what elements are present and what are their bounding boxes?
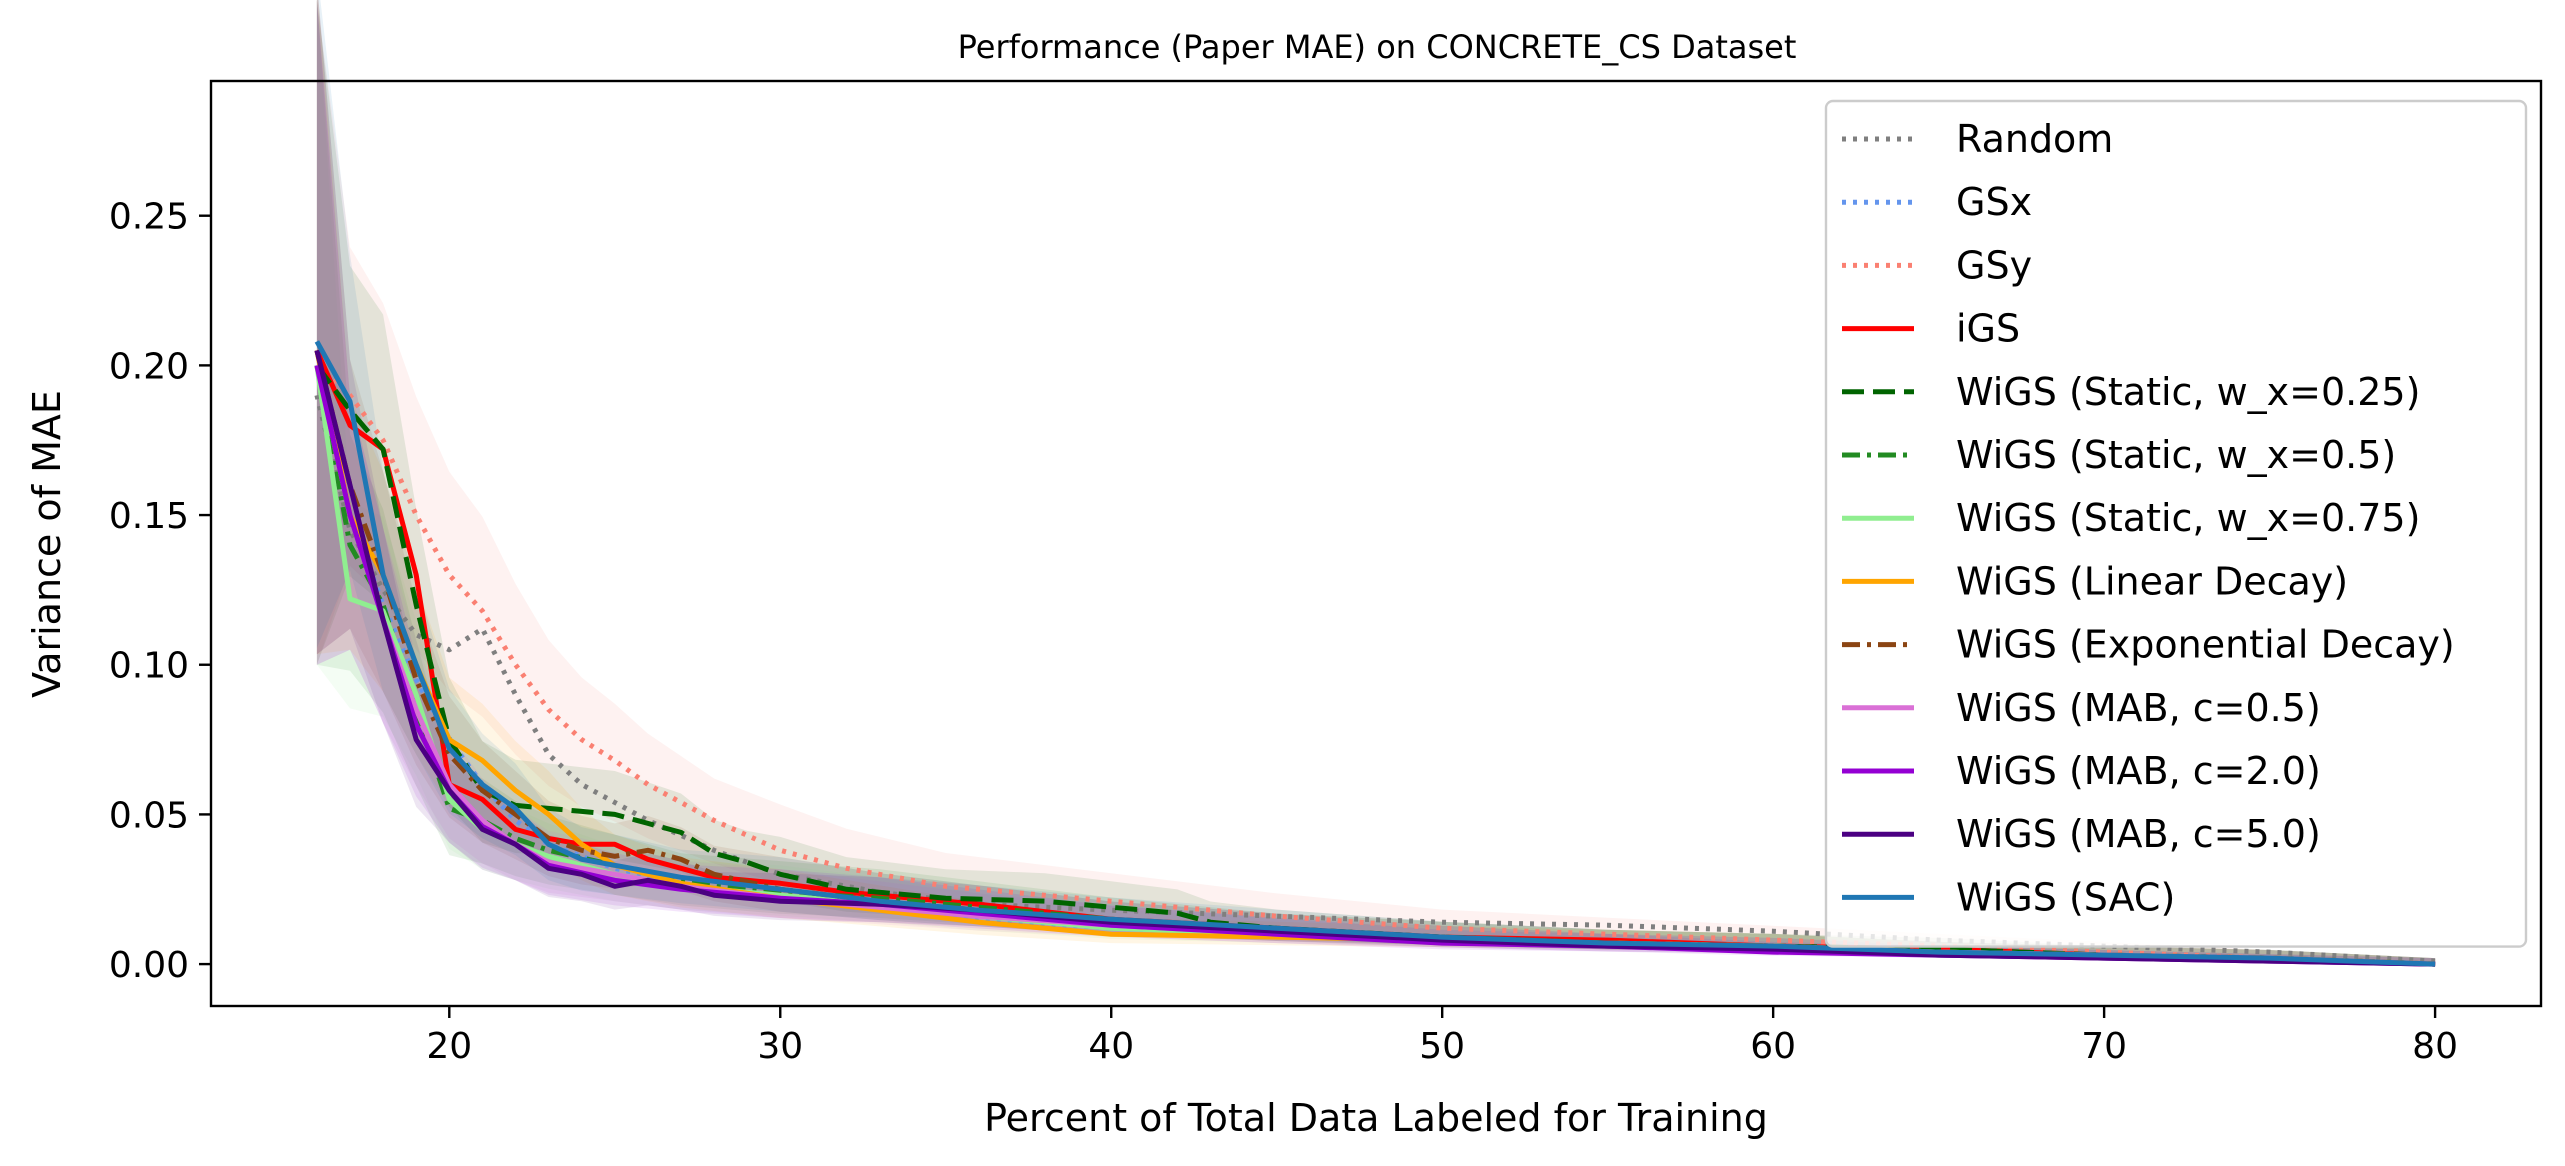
- band-wigs-mab-c-0-5: [316, 0, 2436, 965]
- line-wigs-sac: [314, 340, 2436, 967]
- band-wigs-static-w-x-0-5: [316, 0, 2436, 965]
- legend-label-igs: iGS: [1956, 307, 2020, 351]
- y-tick-label: 0.05: [109, 795, 189, 836]
- legend-label-wigs-mab-c-0-5: WiGS (MAB, c=0.5): [1956, 686, 2321, 730]
- y-axis: 0.00 0.05 0.10 0.15 0.20 0.25: [109, 197, 211, 986]
- legend-label-wigs-static-w-x-0-75: WiGS (Static, w_x=0.75): [1956, 496, 2420, 540]
- chart-title: Performance (Paper MAE) on CONCRETE_CS D…: [958, 28, 1797, 66]
- legend-label-wigs-exponential-decay: WiGS (Exponential Decay): [1956, 623, 2455, 667]
- legend-label-wigs-linear-decay: WiGS (Linear Decay): [1956, 559, 2348, 603]
- band-wigs-static-w-x-0-75: [316, 0, 2436, 965]
- legend-label-gsx: GSx: [1956, 180, 2032, 224]
- band-wigs-mab-c-2-0: [316, 0, 2436, 965]
- y-tick-label: 0.15: [109, 496, 189, 537]
- legend-label-wigs-mab-c-2-0: WiGS (MAB, c=2.0): [1956, 749, 2321, 793]
- x-axis-label: Percent of Total Data Labeled for Traini…: [984, 1096, 1768, 1140]
- y-tick-label: 0.00: [109, 945, 189, 986]
- line-gsy: [315, 363, 2436, 967]
- legend: Random GSx GSy iGS WiGS (Static, w_x=0.25) Wi…: [1824, 99, 2528, 948]
- legend-label-wigs-static-w-x-0-5: WiGS (Static, w_x=0.5): [1956, 433, 2396, 477]
- x-tick-label: 30: [757, 1026, 803, 1067]
- band-wigs-mab-c-5-0: [316, 0, 2436, 965]
- y-tick-label: 0.20: [109, 346, 189, 387]
- y-tick-label: 0.25: [109, 197, 189, 238]
- x-axis: 20 30 40 50 60 70 80: [426, 1006, 2458, 1067]
- legend-label-wigs-sac: WiGS (SAC): [1956, 875, 2175, 919]
- y-axis-label: Variance of MAE: [25, 390, 69, 698]
- x-tick-label: 80: [2412, 1026, 2458, 1067]
- line-wigs-mab-c-5-0: [314, 349, 2436, 967]
- legend-label-gsy: GSy: [1956, 243, 2032, 287]
- legend-label-random: Random: [1956, 117, 2113, 161]
- x-tick-label: 40: [1088, 1026, 1134, 1067]
- plot-frame: [209, 79, 2543, 1008]
- x-tick-label: 60: [1750, 1026, 1796, 1067]
- y-tick-label: 0.10: [109, 646, 189, 687]
- x-tick-label: 50: [1419, 1026, 1465, 1067]
- legend-box: [1824, 99, 2528, 948]
- legend-label-wigs-static-w-x-0-25: WiGS (Static, w_x=0.25): [1956, 370, 2420, 414]
- x-tick-label: 20: [426, 1026, 472, 1067]
- x-tick-label: 70: [2081, 1026, 2127, 1067]
- legend-label-wigs-mab-c-5-0: WiGS (MAB, c=5.0): [1956, 812, 2321, 856]
- confidence-bands: [316, 0, 2436, 965]
